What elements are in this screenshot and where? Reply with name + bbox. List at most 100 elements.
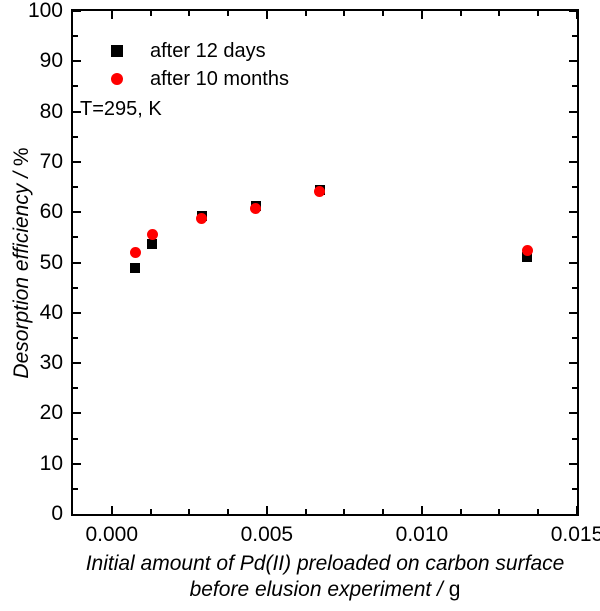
data-point-after-10-months <box>146 229 158 241</box>
x-axis-title-line1: Initial amount of Pd(II) preloaded on ca… <box>85 552 565 575</box>
y-tick-major <box>73 110 81 113</box>
y-tick-major <box>569 10 577 12</box>
x-tick-label: 0.010 <box>395 523 449 546</box>
x-tick-minor <box>149 509 152 514</box>
y-tick-minor <box>73 286 78 289</box>
x-axis-title: Initial amount of Pd(II) preloaded on ca… <box>73 551 577 603</box>
y-tick-minor <box>73 437 78 440</box>
y-tick-major <box>569 60 577 63</box>
x-tick-major <box>110 11 113 19</box>
y-tick-label: 40 <box>39 300 63 324</box>
y-tick-minor <box>572 85 577 88</box>
y-tick-minor <box>572 286 577 289</box>
y-tick-major <box>73 462 81 465</box>
data-point-after-10-months <box>196 213 208 225</box>
plot-area: after 12 days after 10 months T=295, K <box>71 9 579 516</box>
y-tick-major <box>73 261 81 264</box>
x-tick-minor <box>149 11 152 16</box>
y-tick-minor <box>73 35 78 38</box>
x-tick-minor <box>343 509 346 514</box>
x-tick-minor <box>304 509 307 514</box>
x-tick-minor <box>498 11 501 16</box>
y-tick-minor <box>73 236 78 239</box>
x-tick-minor <box>343 11 346 16</box>
x-tick-minor <box>537 11 540 16</box>
y-tick-minor <box>73 186 78 189</box>
y-tick-major <box>569 362 577 365</box>
y-tick-label: 30 <box>39 351 63 375</box>
x-tick-minor <box>227 11 230 16</box>
y-tick-minor <box>572 236 577 239</box>
y-tick-minor <box>572 437 577 440</box>
y-tick-minor <box>572 487 577 490</box>
x-axis-title-line2: before elusion experiment / g <box>73 577 577 603</box>
x-tick-major <box>576 11 578 19</box>
y-tick-minor <box>73 85 78 88</box>
data-point-after-10-months <box>521 245 533 257</box>
y-tick-label: 90 <box>39 49 63 73</box>
x-tick-minor <box>459 509 462 514</box>
y-tick-major <box>73 160 81 163</box>
legend: after 12 days after 10 months <box>111 37 289 93</box>
x-tick-major <box>110 506 113 514</box>
y-tick-minor <box>572 336 577 339</box>
circle-marker-icon <box>111 73 123 85</box>
x-tick-minor <box>188 509 191 514</box>
y-tick-major <box>569 462 577 465</box>
y-tick-major <box>73 10 81 12</box>
data-point-after-12-days <box>147 238 158 249</box>
legend-label: after 10 months <box>150 67 289 90</box>
y-tick-minor <box>73 487 78 490</box>
x-tick-minor <box>304 11 307 16</box>
y-tick-minor <box>572 387 577 390</box>
data-point-after-10-months <box>129 246 141 258</box>
x-tick-minor <box>459 11 462 16</box>
data-point-after-12-days <box>130 262 141 273</box>
y-tick-major <box>73 412 81 415</box>
y-tick-major <box>569 211 577 214</box>
x-tick-major <box>265 11 268 19</box>
y-tick-major <box>73 311 81 314</box>
x-tick-minor <box>188 11 191 16</box>
x-tick-major <box>420 11 423 19</box>
y-tick-label: 80 <box>39 99 63 123</box>
y-tick-major <box>73 362 81 365</box>
y-tick-minor <box>572 35 577 38</box>
y-tick-label: 10 <box>39 451 63 475</box>
temperature-annotation: T=295, K <box>80 98 162 120</box>
x-tick-minor <box>227 509 230 514</box>
y-tick-label: 0 <box>51 502 63 525</box>
x-tick-minor <box>537 509 540 514</box>
x-tick-minor <box>382 11 385 16</box>
y-tick-minor <box>73 336 78 339</box>
square-marker-icon <box>111 45 123 57</box>
x-tick-minor <box>498 509 501 514</box>
legend-label: after 12 days <box>150 39 266 62</box>
x-tick-major <box>265 506 268 514</box>
y-tick-label: 100 <box>27 0 63 22</box>
y-tick-major <box>569 412 577 415</box>
y-tick-label: 70 <box>39 149 63 173</box>
y-tick-minor <box>73 387 78 390</box>
data-point-after-10-months <box>314 185 326 197</box>
y-tick-major <box>569 261 577 264</box>
y-tick-major <box>73 211 81 214</box>
data-point-after-10-months <box>250 202 262 214</box>
x-axis-title-line2-text: before elusion experiment / <box>189 578 449 601</box>
x-tick-major <box>576 506 578 514</box>
y-tick-minor <box>73 135 78 138</box>
x-tick-label: 0.000 <box>85 523 139 546</box>
x-tick-label: 0.015 <box>550 523 600 546</box>
y-tick-major <box>569 160 577 163</box>
data-point-after-12-days <box>522 252 533 263</box>
y-tick-major <box>73 60 81 63</box>
y-tick-label: 50 <box>39 250 63 274</box>
x-tick-label: 0.005 <box>240 523 294 546</box>
x-tick-major <box>420 506 423 514</box>
x-tick-minor <box>382 509 385 514</box>
x-axis-unit: g <box>448 578 461 601</box>
y-tick-major <box>569 311 577 314</box>
legend-item-after-10-months: after 10 months <box>111 65 289 93</box>
y-tick-major <box>569 110 577 113</box>
